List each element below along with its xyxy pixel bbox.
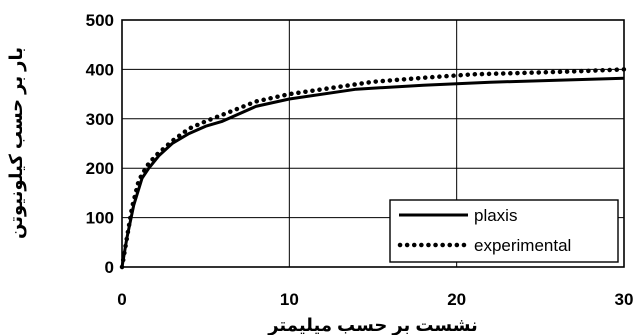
y-tick-label: 100	[86, 209, 114, 228]
series-lines	[119, 67, 627, 270]
x-tick-labels: 0 10 20 30	[117, 290, 633, 309]
y-tick-labels: 0 100 200 300 400 500	[86, 11, 114, 277]
legend-box	[389, 199, 619, 263]
x-tick-label: 20	[447, 290, 466, 309]
legend: plaxis experimental	[389, 199, 619, 263]
x-tick-label: 10	[280, 290, 299, 309]
y-tick-label: 0	[105, 258, 114, 277]
series-line-plaxis	[120, 76, 625, 268]
series-line-experimental	[119, 67, 627, 270]
y-tick-label: 200	[86, 159, 114, 178]
y-tick-label: 300	[86, 110, 114, 129]
x-tick-label: 0	[117, 290, 126, 309]
x-axis-title: نشست بر حسب میلیمتر	[267, 315, 478, 335]
legend-label-plaxis: plaxis	[474, 206, 517, 225]
y-axis-title: بار بر حسب کیلونیوتن	[6, 47, 27, 239]
y-tick-label: 400	[86, 60, 114, 79]
y-tick-label: 500	[86, 11, 114, 30]
legend-label-experimental: experimental	[474, 236, 571, 255]
x-tick-label: 30	[615, 290, 634, 309]
plot-frame	[121, 19, 625, 268]
